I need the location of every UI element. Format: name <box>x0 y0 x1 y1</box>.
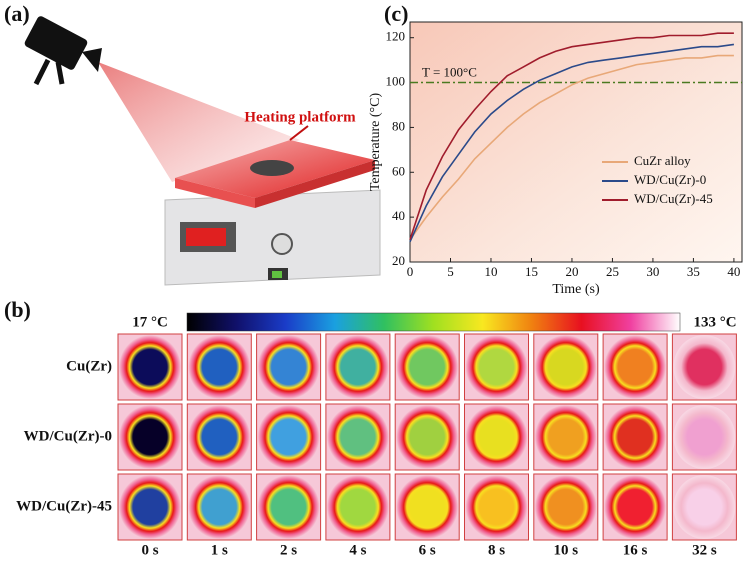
thermal-spot <box>534 335 597 399</box>
thermal-spot <box>534 475 597 539</box>
thermal-spot <box>465 475 528 539</box>
y-tick-label: 80 <box>392 118 405 133</box>
thermal-spot <box>257 475 320 539</box>
thermal-spot <box>604 475 667 539</box>
time-label: 10 s <box>554 542 579 558</box>
panel-label: (c) <box>384 1 408 26</box>
thermal-spot <box>119 405 181 469</box>
thermal-spot <box>604 405 667 469</box>
thermal-spot <box>673 475 736 539</box>
thermal-spot <box>326 335 389 399</box>
thermal-spot <box>119 475 181 539</box>
camera <box>24 16 102 86</box>
chart: 20 40 60 80 100 120 0 5 10 15 20 25 30 35 40 Time (s) Te… <box>368 21 743 297</box>
annotation: Heating platform <box>244 109 356 125</box>
colorbar <box>186 312 681 332</box>
series-line <box>409 43 735 243</box>
thermal-spot <box>188 405 251 469</box>
legend-label: WD/Cu(Zr)-45 <box>634 191 713 206</box>
time-label: 16 s <box>623 542 648 558</box>
row-label: WD/Cu(Zr)-45 <box>16 498 112 514</box>
x-tick-label: 10 <box>484 264 497 279</box>
y-axis-label: Temperature (°C) <box>368 93 383 192</box>
x-tick-label: 40 <box>727 264 740 279</box>
thermal-spot <box>673 405 736 469</box>
thermal-spot <box>465 405 528 469</box>
thermal-spot <box>396 335 459 399</box>
thermal-spot <box>188 335 251 399</box>
thermal-grid: Cu(Zr) WD/Cu(Zr)-0 WD/Cu(Zr)-45 0 s 1 s 2 s 4 … <box>16 333 737 558</box>
x-tick-label: 30 <box>646 264 659 279</box>
thermal-spot <box>119 335 181 399</box>
x-axis-label: Time (s) <box>552 282 600 297</box>
panel-label: (a) <box>4 1 30 26</box>
thermal-spot <box>257 405 320 469</box>
heating-device <box>164 140 381 286</box>
y-tick-label: 120 <box>386 29 406 44</box>
time-label: 8 s <box>488 542 505 558</box>
thermal-spot <box>604 335 667 399</box>
thermal-spot <box>396 405 459 469</box>
y-tick-label: 60 <box>392 163 405 178</box>
row-label: WD/Cu(Zr)-0 <box>24 428 112 444</box>
x-tick-label: 20 <box>565 264 578 279</box>
time-label: 32 s <box>692 542 717 558</box>
thermal-spot <box>673 335 736 399</box>
x-tick-label: 15 <box>525 264 538 279</box>
legend-label: WD/Cu(Zr)-0 <box>634 172 706 187</box>
x-tick-label: 0 <box>407 264 414 279</box>
row-label: Cu(Zr) <box>66 358 112 374</box>
reference-label: T = 100°C <box>422 65 477 80</box>
time-label: 0 s <box>141 542 158 558</box>
thermal-spot <box>465 335 528 399</box>
plot-area <box>409 21 743 263</box>
x-tick-label: 35 <box>687 264 700 279</box>
light-beam <box>98 62 300 182</box>
x-tick-label: 25 <box>606 264 619 279</box>
thermal-spot <box>257 335 320 399</box>
x-tick-label: 5 <box>447 264 454 279</box>
legend-label: CuZr alloy <box>634 153 691 168</box>
thermal-spot <box>396 475 459 539</box>
colorbar-max: 133 °C <box>693 314 736 330</box>
panel-label: (b) <box>4 297 31 322</box>
y-tick-label: 100 <box>386 74 406 89</box>
series-line <box>409 32 734 240</box>
time-label: 4 s <box>349 542 366 558</box>
thermal-spot <box>534 405 597 469</box>
time-label: 2 s <box>280 542 297 558</box>
y-tick-label: 40 <box>392 208 405 223</box>
time-label: 6 s <box>419 542 436 558</box>
series-line <box>409 54 734 241</box>
y-tick-label: 20 <box>392 253 405 268</box>
time-label: 1 s <box>211 542 228 558</box>
annotation-arrow <box>289 125 309 141</box>
thermal-spot <box>326 405 389 469</box>
thermal-spot <box>188 475 251 539</box>
colorbar-min: 17 °C <box>132 314 168 330</box>
thermal-spot <box>326 475 389 539</box>
